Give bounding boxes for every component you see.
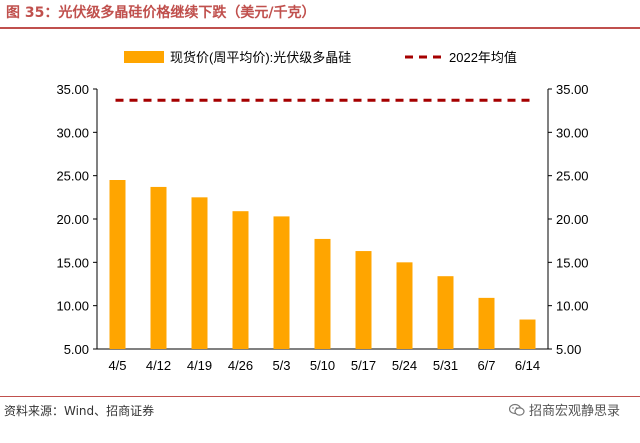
y-tick-label-right: 20.00 [556,212,589,227]
y-tick-label-left: 35.00 [56,82,89,97]
bar-4-26 [232,211,249,349]
x-tick-label: 4/5 [108,358,126,373]
source-note: 资料来源：Wind、招商证券 [4,404,155,418]
x-tick-label: 5/10 [310,358,335,373]
footer-divider [0,396,640,397]
y-tick-label-right: 30.00 [556,125,589,140]
bar-4-5 [109,180,126,349]
y-tick-label-left: 30.00 [56,125,89,140]
x-tick-label: 5/17 [351,358,376,373]
legend-label-spot-price: 现货价(周平均价):光伏级多晶硅 [170,50,351,65]
bar-4-19 [191,197,208,349]
y-tick-label-right: 5.00 [556,342,581,357]
watermark: 招商宏观静思录 [508,400,620,419]
x-tick-label: 5/31 [433,358,458,373]
bar-5-24 [396,262,413,349]
y-tick-label-left: 10.00 [56,299,89,314]
bars [109,180,536,349]
bar-5-31 [437,276,454,349]
wechat-icon [508,403,525,416]
legend-label-2022-avg: 2022年均值 [449,50,517,65]
chart-canvas: 现货价(周平均价):光伏级多晶硅 2022年均值 5.00 10.00 15.00 2… [56,50,588,373]
x-tick-label: 5/24 [392,358,417,373]
x-tick-label: 4/19 [187,358,212,373]
title-divider [0,27,640,29]
bar-4-12 [150,186,167,349]
y-tick-label-left: 15.00 [56,255,89,270]
bar-5-3 [273,216,290,349]
chart-title: 图 35：光伏级多晶硅价格继续下跌（美元/千克） [6,5,316,21]
y-tick-label-right: 10.00 [556,299,589,314]
x-tick-label: 6/7 [477,358,495,373]
bar-5-10 [314,238,331,349]
y-tick-label-left: 5.00 [64,342,89,357]
x-tick-label: 5/3 [272,358,290,373]
x-tick-label: 4/12 [146,358,171,373]
watermark-text: 招商宏观静思录 [528,404,620,419]
x-tick-label: 4/26 [228,358,253,373]
y-tick-label-right: 25.00 [556,169,589,184]
bar-6-7 [478,297,495,349]
bar-6-14 [519,319,536,349]
axes: 5.00 10.00 15.00 20.00 25.00 30.00 35.00 5.00 10… [56,82,588,373]
y-tick-label-left: 20.00 [56,212,89,227]
y-tick-label-right: 15.00 [556,255,589,270]
x-tick-label: 6/14 [515,358,540,373]
legend-swatch-spot-price [124,51,164,63]
y-tick-label-left: 25.00 [56,169,89,184]
y-tick-label-right: 35.00 [556,82,589,97]
bar-5-17 [355,251,372,349]
legend: 现货价(周平均价):光伏级多晶硅 2022年均值 [124,50,517,65]
